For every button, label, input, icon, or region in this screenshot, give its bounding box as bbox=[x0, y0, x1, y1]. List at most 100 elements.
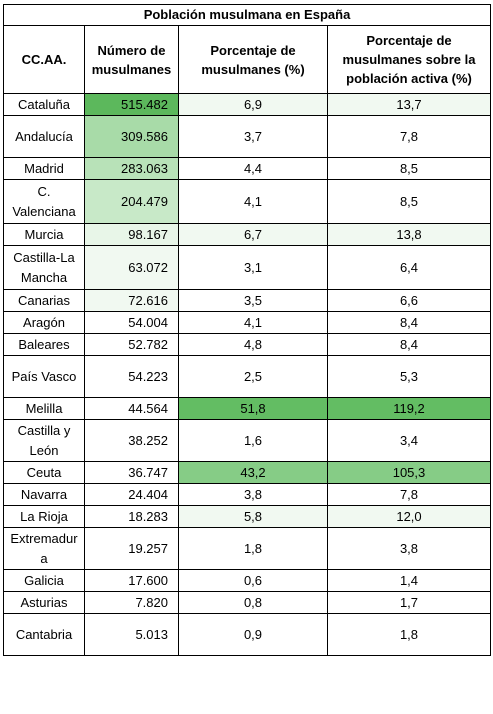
cell-numero: 38.252 bbox=[84, 419, 179, 462]
cell-porcentaje: 1,8 bbox=[178, 527, 328, 570]
cell-activa: 1,4 bbox=[327, 569, 491, 592]
cell-region: Melilla bbox=[3, 397, 85, 420]
cell-numero: 52.782 bbox=[84, 333, 179, 356]
table-row: Canarias 72.616 3,5 6,6 bbox=[3, 289, 491, 312]
table-row: Cataluña 515.482 6,9 13,7 bbox=[3, 93, 491, 116]
cell-activa: 7,8 bbox=[327, 483, 491, 506]
table-row: Murcia 98.167 6,7 13,8 bbox=[3, 223, 491, 246]
cell-region: Canarias bbox=[3, 289, 85, 312]
cell-numero: 5.013 bbox=[84, 613, 179, 656]
table-row: País Vasco 54.223 2,5 5,3 bbox=[3, 355, 491, 398]
cell-numero: 54.004 bbox=[84, 311, 179, 334]
cell-numero: 44.564 bbox=[84, 397, 179, 420]
table-row: C. Valenciana 204.479 4,1 8,5 bbox=[3, 179, 491, 224]
cell-region: Madrid bbox=[3, 157, 85, 180]
table-row: Cantabria 5.013 0,9 1,8 bbox=[3, 613, 491, 656]
cell-porcentaje: 4,4 bbox=[178, 157, 328, 180]
cell-porcentaje: 6,7 bbox=[178, 223, 328, 246]
table-title: Población musulmana en España bbox=[3, 4, 491, 26]
cell-activa: 3,4 bbox=[327, 419, 491, 462]
cell-activa: 8,5 bbox=[327, 179, 491, 224]
cell-activa: 8,4 bbox=[327, 333, 491, 356]
cell-numero: 19.257 bbox=[84, 527, 179, 570]
table-row: Melilla 44.564 51,8 119,2 bbox=[3, 397, 491, 420]
cell-activa: 119,2 bbox=[327, 397, 491, 420]
cell-numero: 204.479 bbox=[84, 179, 179, 224]
cell-numero: 283.063 bbox=[84, 157, 179, 180]
cell-activa: 6,6 bbox=[327, 289, 491, 312]
cell-activa: 5,3 bbox=[327, 355, 491, 398]
cell-numero: 17.600 bbox=[84, 569, 179, 592]
cell-activa: 3,8 bbox=[327, 527, 491, 570]
cell-porcentaje: 43,2 bbox=[178, 461, 328, 484]
cell-region: Asturias bbox=[3, 591, 85, 614]
cell-region: País Vasco bbox=[3, 355, 85, 398]
cell-region: Castilla y León bbox=[3, 419, 85, 462]
cell-region: Navarra bbox=[3, 483, 85, 506]
table-row: Ceuta 36.747 43,2 105,3 bbox=[3, 461, 491, 484]
cell-porcentaje: 4,1 bbox=[178, 179, 328, 224]
cell-numero: 18.283 bbox=[84, 505, 179, 528]
cell-porcentaje: 5,8 bbox=[178, 505, 328, 528]
cell-numero: 36.747 bbox=[84, 461, 179, 484]
cell-porcentaje: 4,8 bbox=[178, 333, 328, 356]
table-row: Baleares 52.782 4,8 8,4 bbox=[3, 333, 491, 356]
cell-region: Cataluña bbox=[3, 93, 85, 116]
cell-numero: 515.482 bbox=[84, 93, 179, 116]
cell-region: Galicia bbox=[3, 569, 85, 592]
cell-activa: 1,7 bbox=[327, 591, 491, 614]
cell-activa: 1,8 bbox=[327, 613, 491, 656]
table-row: Aragón 54.004 4,1 8,4 bbox=[3, 311, 491, 334]
header-porcentaje: Porcentaje de musulmanes (%) bbox=[178, 25, 328, 94]
cell-region: Castilla-La Mancha bbox=[3, 245, 85, 290]
cell-porcentaje: 0,9 bbox=[178, 613, 328, 656]
cell-activa: 8,4 bbox=[327, 311, 491, 334]
cell-activa: 105,3 bbox=[327, 461, 491, 484]
cell-region: La Rioja bbox=[3, 505, 85, 528]
cell-activa: 7,8 bbox=[327, 115, 491, 158]
table-row: Galicia 17.600 0,6 1,4 bbox=[3, 569, 491, 592]
cell-activa: 6,4 bbox=[327, 245, 491, 290]
cell-porcentaje: 3,5 bbox=[178, 289, 328, 312]
cell-porcentaje: 0,8 bbox=[178, 591, 328, 614]
table-container: Población musulmana en España CC.AA. Núm… bbox=[3, 4, 491, 656]
cell-numero: 63.072 bbox=[84, 245, 179, 290]
cell-porcentaje: 3,1 bbox=[178, 245, 328, 290]
cell-region: Extremadur a bbox=[3, 527, 85, 570]
cell-porcentaje: 1,6 bbox=[178, 419, 328, 462]
table-row: Castilla y León 38.252 1,6 3,4 bbox=[3, 419, 491, 462]
table-row: Asturias 7.820 0,8 1,7 bbox=[3, 591, 491, 614]
table-row: La Rioja 18.283 5,8 12,0 bbox=[3, 505, 491, 528]
cell-porcentaje: 3,7 bbox=[178, 115, 328, 158]
table-row: Andalucía 309.586 3,7 7,8 bbox=[3, 115, 491, 158]
cell-region: Aragón bbox=[3, 311, 85, 334]
cell-region: Murcia bbox=[3, 223, 85, 246]
header-numero: Número de musulmanes bbox=[84, 25, 179, 94]
cell-region: Baleares bbox=[3, 333, 85, 356]
cell-numero: 72.616 bbox=[84, 289, 179, 312]
cell-region: Andalucía bbox=[3, 115, 85, 158]
cell-activa: 8,5 bbox=[327, 157, 491, 180]
cell-porcentaje: 2,5 bbox=[178, 355, 328, 398]
cell-porcentaje: 6,9 bbox=[178, 93, 328, 116]
cell-numero: 7.820 bbox=[84, 591, 179, 614]
cell-porcentaje: 3,8 bbox=[178, 483, 328, 506]
cell-numero: 24.404 bbox=[84, 483, 179, 506]
cell-porcentaje: 4,1 bbox=[178, 311, 328, 334]
header-ccaa: CC.AA. bbox=[3, 25, 85, 94]
muslim-population-table: Población musulmana en España CC.AA. Núm… bbox=[3, 4, 491, 656]
table-row: Castilla-La Mancha 63.072 3,1 6,4 bbox=[3, 245, 491, 290]
table-row: Madrid 283.063 4,4 8,5 bbox=[3, 157, 491, 180]
cell-region: Cantabria bbox=[3, 613, 85, 656]
cell-porcentaje: 51,8 bbox=[178, 397, 328, 420]
cell-region: C. Valenciana bbox=[3, 179, 85, 224]
cell-activa: 12,0 bbox=[327, 505, 491, 528]
table-row: Navarra 24.404 3,8 7,8 bbox=[3, 483, 491, 506]
cell-region: Ceuta bbox=[3, 461, 85, 484]
cell-numero: 54.223 bbox=[84, 355, 179, 398]
header-activa: Porcentaje de musulmanes sobre la poblac… bbox=[327, 25, 491, 94]
cell-numero: 309.586 bbox=[84, 115, 179, 158]
cell-activa: 13,8 bbox=[327, 223, 491, 246]
table-row: Extremadur a 19.257 1,8 3,8 bbox=[3, 527, 491, 570]
cell-numero: 98.167 bbox=[84, 223, 179, 246]
